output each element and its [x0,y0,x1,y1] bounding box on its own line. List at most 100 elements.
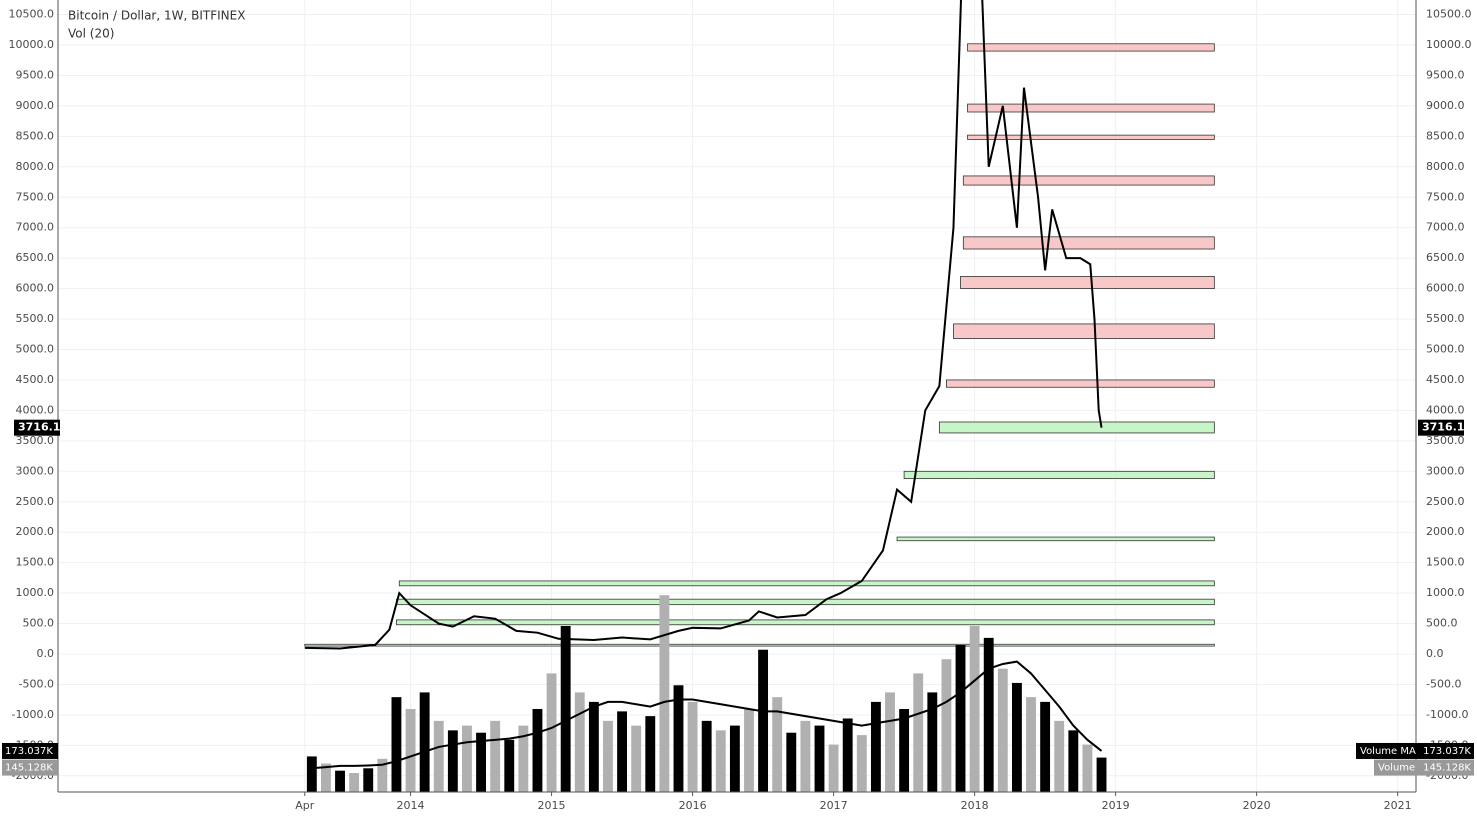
y-tick-label-right: 3000.0 [1426,464,1465,477]
volume-bar [476,732,486,792]
y-tick-label: 10500.0 [9,8,55,21]
volume-bar [715,730,726,792]
y-tick-label: 9500.0 [16,68,55,81]
volume-bar [941,659,952,792]
zone [396,619,1215,626]
y-tick-label: 6000.0 [16,282,55,295]
vol-label-bg-right [1374,759,1474,776]
volume-bar [758,649,769,792]
y-tick-label: 3000.0 [16,464,55,477]
volume-bar [701,720,712,792]
y-tick-label-right: 4000.0 [1426,403,1465,416]
volume-bar [518,725,529,792]
volume-bar [532,709,543,792]
y-tick-label-right: 8000.0 [1426,160,1465,173]
zone [396,598,1215,606]
volume-bar [1096,757,1107,792]
zone [946,379,1215,388]
y-tick-label-right: 3500.0 [1426,434,1465,447]
y-tick-label: 8500.0 [16,129,55,142]
volume-bar [983,637,994,792]
price-label: 3716.1 [18,421,60,434]
y-tick-label-right: 10000.0 [1426,38,1472,51]
chart-title: Bitcoin / Dollar, 1W, BITFINEX [68,9,245,23]
vol-value-right: 145.128K [1423,763,1471,774]
volume-bar [1054,720,1065,792]
volume-bar [969,626,980,792]
y-tick-label: 8000.0 [16,160,55,173]
x-tick-label: Apr [295,799,315,812]
y-tick-label-right: 5500.0 [1426,312,1465,325]
y-tick-label: 2500.0 [16,495,55,508]
x-tick-label: 2020 [1243,799,1271,812]
volume-bar [856,735,867,792]
zone [967,103,1215,113]
x-tick-label: 2014 [397,799,425,812]
volume-bar [673,685,684,792]
y-tick-label-right: 9500.0 [1426,68,1465,81]
y-tick-label-right: -1000.0 [1426,708,1468,721]
volume-bar [1082,744,1093,792]
volume-bar [1026,697,1036,792]
grid [58,0,1416,792]
volume-bar [617,711,628,792]
volume-bar [349,773,360,792]
price-line [304,0,1103,650]
volume-bar [631,725,642,792]
plot-area [304,0,1215,792]
y-tick-label-right: 1500.0 [1426,556,1465,569]
ma-value-right: 173.037K [1423,746,1471,757]
y-tick-label: -1000.0 [12,708,54,721]
zone [967,43,1215,52]
y-tick-label-right: 4500.0 [1426,373,1465,386]
volume-bar [744,709,754,792]
volume-bar [603,720,613,792]
x-tick-label: 2019 [1102,799,1130,812]
zone [967,134,1215,140]
y-tick-label: 0.0 [37,647,55,660]
zone [903,470,1215,480]
x-tick-label: 2021 [1384,799,1412,812]
volume-bar [560,626,571,792]
y-tick-label-right: 5000.0 [1426,343,1465,356]
volume-bar [447,730,458,792]
volume-bar [828,744,839,792]
zone [938,421,1215,434]
volume-bar [1011,682,1022,792]
volume-bar [504,739,515,792]
volume-bar [1040,701,1051,792]
volume-bar [462,725,472,792]
y-tick-label: 4500.0 [16,373,55,386]
volume-ma-line [311,660,1103,770]
volume-bar [842,718,853,792]
vol-name: Volume [1378,763,1415,774]
volume-bar [433,720,444,792]
zone [962,175,1215,186]
x-tick-label: 2018 [961,799,989,812]
y-tick-label: 7000.0 [16,221,55,234]
x-tick-label: 2016 [679,799,707,812]
y-tick-label-right: 2000.0 [1426,525,1465,538]
volume-bar [391,697,402,792]
volume-bar [800,720,811,792]
y-tick-label-right: 500.0 [1426,617,1458,630]
volume-bar [687,701,698,792]
zone [960,276,1215,290]
y-tick-label-right: 0.0 [1426,647,1444,660]
y-tick-label-right: 6500.0 [1426,251,1465,264]
ma-label-bg [2,742,58,759]
volume-bar [335,770,345,792]
y-tick-label: 3500.0 [16,434,55,447]
volume-bar [574,692,585,792]
volume-bar [1068,730,1079,792]
zone [962,236,1215,250]
volume-bar [306,756,317,792]
volume-bar [363,768,374,792]
volume-bar [645,716,656,792]
volume-bar [659,595,670,792]
ma-label: 173.037K [5,746,53,757]
volume-bar [786,732,797,792]
volume-bar [772,697,783,792]
volume-bar [490,720,501,792]
